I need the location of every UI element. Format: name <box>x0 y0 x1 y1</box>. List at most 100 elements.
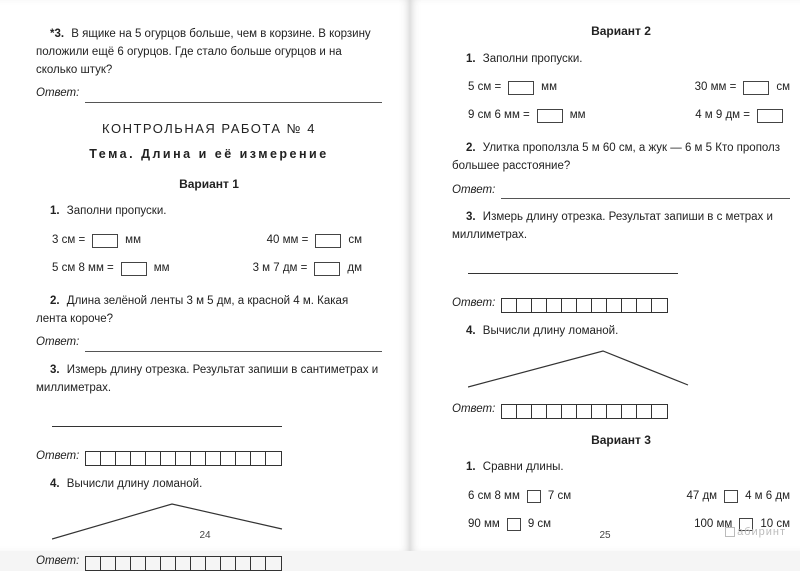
input-box[interactable] <box>743 81 769 95</box>
grid-cell[interactable] <box>251 557 266 570</box>
answer-underline[interactable] <box>85 340 382 352</box>
grid-cell[interactable] <box>577 405 592 418</box>
input-box[interactable] <box>92 234 118 248</box>
q2: 2. Длина зелёной ленты 3 м 5 дм, а красн… <box>36 293 382 329</box>
answer-label: Ответ: <box>452 182 495 200</box>
conv-item: 5 см 8 мм = мм <box>52 260 170 278</box>
grid-cell[interactable] <box>592 299 607 312</box>
grid-cell[interactable] <box>532 405 547 418</box>
grid-cell[interactable] <box>131 557 146 570</box>
answer-underline[interactable] <box>501 187 790 199</box>
grid-cell[interactable] <box>592 405 607 418</box>
grid-cell[interactable] <box>101 557 116 570</box>
grid-cell[interactable] <box>191 452 206 465</box>
grid-cell[interactable] <box>221 452 236 465</box>
grid-cell[interactable] <box>221 557 236 570</box>
grid-cell[interactable] <box>532 299 547 312</box>
input-box[interactable] <box>757 109 783 123</box>
grid-boxes[interactable] <box>85 556 282 571</box>
compare-box[interactable] <box>507 518 521 531</box>
task-num: 1. <box>466 53 476 65</box>
compare-box[interactable] <box>527 490 541 503</box>
answer-underline[interactable] <box>85 91 382 103</box>
grid-boxes[interactable] <box>501 298 668 313</box>
grid-cell[interactable] <box>146 557 161 570</box>
grid-cell[interactable] <box>607 299 622 312</box>
grid-cell[interactable] <box>502 299 517 312</box>
q1-row2: 5 см 8 мм = мм 3 м 7 дм = дм <box>36 255 382 283</box>
grid-cell[interactable] <box>502 405 517 418</box>
grid-cell[interactable] <box>206 452 221 465</box>
grid-boxes[interactable] <box>501 404 668 419</box>
grid-cell[interactable] <box>176 557 191 570</box>
task-num: 1. <box>50 205 60 217</box>
grid-cell[interactable] <box>637 405 652 418</box>
variant3-heading: Вариант 3 <box>452 431 790 450</box>
input-box[interactable] <box>314 262 340 276</box>
q1-prompt: 1. Заполни пропуски. <box>452 51 790 69</box>
prompt-text: Вычисли длину ломаной. <box>67 478 202 490</box>
right-page: Вариант 2 1. Заполни пропуски. 5 см = мм… <box>410 0 800 551</box>
grid-cell[interactable] <box>101 452 116 465</box>
grid-cell[interactable] <box>622 405 637 418</box>
q3: 3. Измерь длину отрезка. Результат запиш… <box>452 209 790 245</box>
q4: 4. Вычисли длину ломаной. <box>36 476 382 494</box>
grid-cell[interactable] <box>236 452 251 465</box>
answer-grid-row: Ответ: <box>36 553 382 571</box>
q1-row1: 3 см = мм 40 мм = см <box>36 227 382 255</box>
grid-cell[interactable] <box>607 405 622 418</box>
grid-cell[interactable] <box>562 405 577 418</box>
grid-cell[interactable] <box>161 557 176 570</box>
grid-cell[interactable] <box>161 452 176 465</box>
grid-cell[interactable] <box>131 452 146 465</box>
lhs: 90 мм <box>468 516 500 534</box>
answer-label: Ответ: <box>452 401 495 419</box>
q3: 3. Измерь длину отрезка. Результат запиш… <box>36 362 382 398</box>
rhs: 7 см <box>548 488 571 506</box>
lhs: 47 дм <box>686 488 717 506</box>
task-text: Измерь длину отрезка. Результат запиши в… <box>36 364 378 394</box>
grid-cell[interactable] <box>562 299 577 312</box>
unit: см <box>348 232 362 250</box>
task-text: Длина зелёной ленты 3 м 5 дм, а красной … <box>36 295 348 325</box>
grid-cell[interactable] <box>116 452 131 465</box>
grid-cell[interactable] <box>266 452 281 465</box>
grid-cell[interactable] <box>86 557 101 570</box>
grid-cell[interactable] <box>206 557 221 570</box>
input-box[interactable] <box>537 109 563 123</box>
grid-cell[interactable] <box>116 557 131 570</box>
lhs: 3 см = <box>52 232 85 250</box>
grid-cell[interactable] <box>622 299 637 312</box>
grid-cell[interactable] <box>652 299 667 312</box>
grid-cell[interactable] <box>652 405 667 418</box>
segment-figure <box>468 255 790 289</box>
grid-cell[interactable] <box>577 299 592 312</box>
answer-label: Ответ: <box>36 448 79 466</box>
lhs: 5 см 8 мм = <box>52 260 114 278</box>
input-box[interactable] <box>508 81 534 95</box>
grid-cell[interactable] <box>517 299 532 312</box>
grid-cell[interactable] <box>547 299 562 312</box>
input-box[interactable] <box>315 234 341 248</box>
grid-cell[interactable] <box>236 557 251 570</box>
grid-cell[interactable] <box>176 452 191 465</box>
grid-cell[interactable] <box>517 405 532 418</box>
grid-boxes[interactable] <box>85 451 282 466</box>
answer-line: Ответ: <box>452 182 790 200</box>
polyline-figure <box>52 499 382 547</box>
rhs: 9 см <box>528 516 551 534</box>
input-box[interactable] <box>121 262 147 276</box>
grid-cell[interactable] <box>251 452 266 465</box>
conv-item: 30 мм = см <box>695 79 790 97</box>
grid-cell[interactable] <box>146 452 161 465</box>
grid-cell[interactable] <box>191 557 206 570</box>
page-number: 24 <box>199 528 210 544</box>
compare-box[interactable] <box>724 490 738 503</box>
grid-cell[interactable] <box>547 405 562 418</box>
grid-cell[interactable] <box>266 557 281 570</box>
grid-cell[interactable] <box>637 299 652 312</box>
grid-cell[interactable] <box>86 452 101 465</box>
prompt-text: Вычисли длину ломаной. <box>483 325 618 337</box>
conv-item: 40 мм = см <box>267 232 362 250</box>
task-text: В ящике на 5 огурцов больше, чем в корзи… <box>36 28 371 76</box>
